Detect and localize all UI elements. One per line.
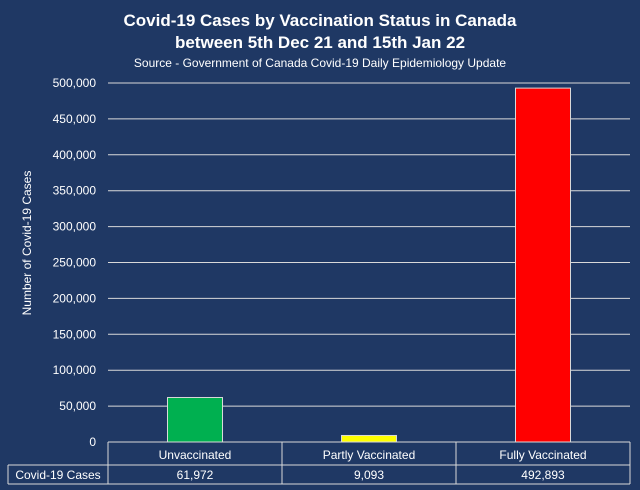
chart-title-line1: Covid-19 Cases by Vaccination Status in … xyxy=(123,11,517,30)
bar-unvaccinated xyxy=(167,397,223,443)
x-category-label: Partly Vaccinated xyxy=(323,448,416,462)
y-tick-label: 100,000 xyxy=(53,363,97,377)
chart-title-line2: between 5th Dec 21 and 15th Jan 22 xyxy=(174,33,466,52)
y-tick-label: 350,000 xyxy=(53,184,97,198)
table-value-cell: 492,893 xyxy=(521,468,565,482)
y-tick-label: 150,000 xyxy=(53,327,97,341)
y-tick-label: 450,000 xyxy=(53,112,97,126)
bar-partly-vaccinated xyxy=(341,434,397,443)
x-category-label: Unvaccinated xyxy=(159,448,232,462)
y-tick-label: 250,000 xyxy=(53,256,97,270)
y-tick-label: 500,000 xyxy=(53,76,97,90)
x-category-label: Fully Vaccinated xyxy=(499,448,586,462)
chart-subtitle: Source - Government of Canada Covid-19 D… xyxy=(133,56,507,70)
bar-fully-vaccinated xyxy=(515,87,571,443)
y-tick-label: 300,000 xyxy=(53,220,97,234)
table-series-name: Covid-19 Cases xyxy=(15,468,100,482)
table-value-cell: 9,093 xyxy=(354,468,384,482)
table-value-cell: 61,972 xyxy=(177,468,214,482)
y-tick-label: 0 xyxy=(89,435,96,449)
y-tick-label: 50,000 xyxy=(59,399,96,413)
y-tick-label: 200,000 xyxy=(53,291,97,305)
y-tick-label: 400,000 xyxy=(53,148,97,162)
